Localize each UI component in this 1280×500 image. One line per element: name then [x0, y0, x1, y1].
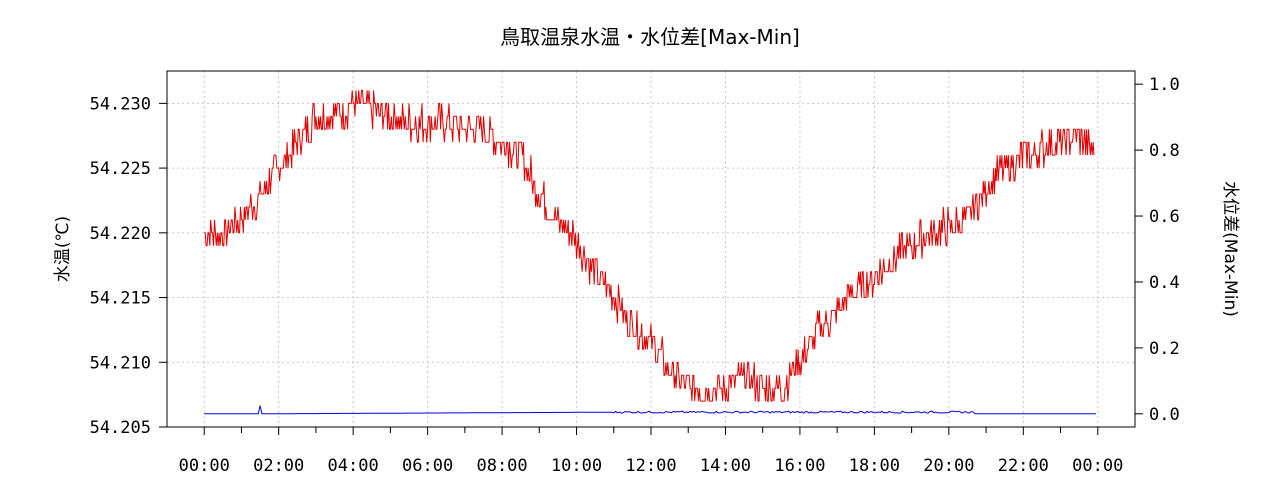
y-right-tick-label: 0.4 [1149, 273, 1180, 293]
grid [167, 71, 1135, 427]
y-right-tick-label: 0.6 [1149, 207, 1180, 227]
x-tick-label: 00:00 [179, 456, 230, 476]
x-tick-label: 06:00 [402, 456, 453, 476]
y-right-tick-label: 0.8 [1149, 141, 1180, 161]
x-tick-label: 00:00 [1072, 456, 1123, 476]
y-axis-right: 0.0 0.2 0.4 0.6 0.8 1.0 [1135, 75, 1180, 425]
x-tick-label: 10:00 [551, 456, 602, 476]
x-tick-label: 14:00 [700, 456, 751, 476]
x-tick-label: 04:00 [328, 456, 379, 476]
series-line-water-level-diff [204, 405, 1096, 415]
y-left-tick-label: 54.215 [90, 289, 151, 309]
x-tick-label: 12:00 [625, 456, 676, 476]
y-left-tick-label: 54.220 [90, 224, 151, 244]
y-right-tick-label: 0.2 [1149, 339, 1180, 359]
y-left-tick-label: 54.225 [90, 159, 151, 179]
y-label-left: 水温(℃) [53, 216, 73, 282]
x-tick-label: 16:00 [774, 456, 825, 476]
x-tick-label: 18:00 [849, 456, 900, 476]
y-left-tick-label: 54.210 [90, 353, 151, 373]
series-line-water-temp [204, 89, 1095, 402]
y-label-right: 水位差(Max-Min) [1220, 181, 1240, 317]
series-layer [204, 89, 1096, 415]
y-left-tick-label: 54.205 [90, 418, 151, 438]
y-right-tick-label: 0.0 [1149, 405, 1180, 425]
y-right-tick-label: 1.0 [1149, 75, 1180, 95]
y-axis-left: 54.205 54.210 54.215 54.220 54.225 54.230 [90, 94, 167, 438]
x-tick-label: 22:00 [998, 456, 1049, 476]
x-tick-label: 08:00 [476, 456, 527, 476]
chart-title: 鳥取温泉水温・水位差[Max-Min] [500, 25, 800, 49]
x-tick-label: 02:00 [253, 456, 304, 476]
x-axis: 00:00 02:00 04:00 06:00 08:00 10:00 12:00 14:00… [179, 427, 1123, 476]
y-left-tick-label: 54.230 [90, 94, 151, 114]
x-tick-label: 20:00 [923, 456, 974, 476]
